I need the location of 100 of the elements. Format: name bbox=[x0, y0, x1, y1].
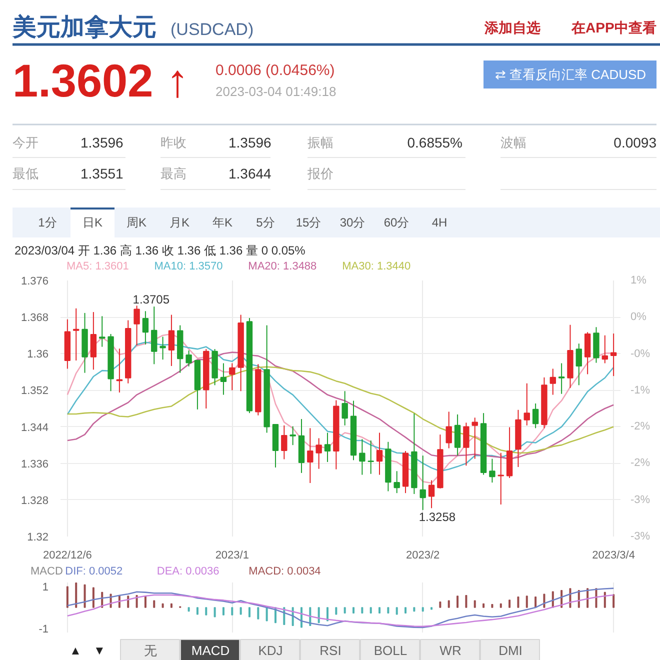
text: MACD: 0.0034 bbox=[248, 566, 321, 578]
text: MA30: 1.3440 bbox=[342, 260, 411, 272]
text: 无 bbox=[144, 643, 157, 658]
line-series bbox=[66, 588, 614, 628]
text: 波幅 bbox=[500, 135, 526, 150]
text: 30分 bbox=[340, 216, 366, 230]
y-tick-label: -1 bbox=[38, 623, 48, 636]
y2-tick-label: 1% bbox=[630, 274, 647, 286]
candlestick bbox=[576, 343, 582, 386]
text: 昨收 bbox=[160, 135, 186, 150]
candlestick bbox=[532, 402, 539, 429]
text: ▼ bbox=[94, 644, 106, 658]
candlestick bbox=[229, 362, 236, 391]
y2-tick-label: -1% bbox=[630, 384, 650, 396]
text: 0.0006 (0.0456%) bbox=[216, 62, 335, 79]
text: 美元加拿大元 bbox=[12, 13, 156, 41]
text: 1.3644 bbox=[228, 166, 272, 182]
candlestick bbox=[73, 308, 80, 361]
text: 1.3596 bbox=[228, 134, 272, 150]
text: 添加自选 bbox=[484, 20, 540, 36]
candlestick bbox=[420, 455, 426, 510]
candlestick bbox=[134, 305, 140, 346]
text: MACD bbox=[191, 643, 230, 658]
y2-tick-label: -2% bbox=[630, 457, 650, 470]
y-tick-label: 1.36 bbox=[27, 348, 49, 361]
candlestick bbox=[446, 411, 452, 449]
text: 月K bbox=[170, 216, 190, 230]
text: (USDCAD) bbox=[170, 20, 254, 39]
text: KDJ bbox=[258, 643, 283, 658]
text: 1.3602 ↑ bbox=[12, 54, 189, 106]
candlestick bbox=[489, 458, 496, 484]
text: 15分 bbox=[296, 216, 322, 230]
candlestick bbox=[368, 440, 374, 474]
candlestick bbox=[454, 414, 461, 456]
text: 5分 bbox=[256, 216, 275, 230]
candlestick bbox=[584, 332, 591, 375]
y-tick-label: 1.336 bbox=[20, 458, 49, 470]
candlestick bbox=[550, 368, 556, 396]
text: DMI bbox=[498, 643, 522, 658]
candlestick bbox=[316, 438, 322, 470]
line-series bbox=[66, 366, 614, 454]
chart-title: 2023/03/04 开 1.36 高 1.36 收 1.36 低 1.36 量 0 0.05% bbox=[14, 244, 306, 258]
candlestick bbox=[168, 314, 175, 366]
text: 2023-03-04 01:49:18 bbox=[216, 84, 336, 99]
candlestick bbox=[376, 432, 383, 476]
x-tick-label: 2022/12/6 bbox=[42, 550, 92, 562]
candlestick bbox=[151, 306, 158, 365]
text: 最高 bbox=[160, 166, 186, 181]
series-label: DEA: 0.0036 bbox=[156, 566, 220, 578]
text: 1分 bbox=[38, 216, 57, 230]
annotation: 1.3705 bbox=[132, 292, 170, 307]
annotation: 1.3258 bbox=[418, 510, 456, 524]
text: 60分 bbox=[384, 216, 410, 230]
series-label: DIF: 0.0052 bbox=[65, 566, 123, 578]
chart-title: MACD bbox=[30, 566, 63, 578]
x-tick-label: 2023/1 bbox=[215, 550, 249, 562]
text: ▲ bbox=[70, 644, 82, 658]
text: 0.6855% bbox=[407, 134, 463, 150]
text: 0.0093 bbox=[614, 134, 657, 150]
candlestick bbox=[290, 426, 296, 446]
candlestick bbox=[428, 480, 435, 509]
candlestick bbox=[394, 470, 400, 494]
line-series bbox=[66, 352, 614, 460]
candlestick bbox=[99, 316, 106, 348]
candlestick bbox=[307, 428, 314, 484]
candlestick bbox=[324, 432, 331, 462]
text: 在APP中查看 bbox=[570, 20, 656, 36]
y-tick-label: 1.328 bbox=[20, 494, 49, 507]
text: 4H bbox=[432, 216, 448, 230]
text: 1.3551 bbox=[80, 166, 124, 182]
candlestick bbox=[463, 422, 470, 466]
x-tick-label: 2023/3/4 bbox=[592, 550, 635, 562]
text: 报价 bbox=[306, 166, 334, 181]
candlestick bbox=[116, 348, 123, 393]
y-tick-label: 1.352 bbox=[20, 385, 49, 398]
text: 振幅 bbox=[308, 135, 334, 150]
y-tick-label: 1.368 bbox=[20, 312, 49, 324]
candlestick bbox=[220, 362, 227, 396]
text: 周K bbox=[126, 216, 147, 230]
candlestick bbox=[186, 350, 192, 367]
y2-tick-label: -2% bbox=[630, 420, 650, 433]
y2-tick-label: 0% bbox=[630, 311, 647, 324]
y2-tick-label: -3% bbox=[630, 530, 650, 542]
candlestick bbox=[142, 310, 149, 345]
text: 今开 bbox=[12, 135, 38, 150]
text: 1.3596 bbox=[80, 134, 124, 150]
line-series bbox=[66, 594, 614, 628]
candlestick bbox=[472, 417, 478, 460]
y-tick-label: 1.376 bbox=[20, 276, 49, 288]
text: BOLL bbox=[374, 643, 408, 658]
candlestick bbox=[90, 312, 97, 370]
text: RSI bbox=[320, 643, 342, 658]
candlestick bbox=[281, 424, 288, 460]
candlestick bbox=[342, 390, 348, 426]
candlestick bbox=[359, 438, 366, 476]
y2-tick-label: -3% bbox=[630, 494, 650, 506]
text: 日K bbox=[82, 216, 103, 230]
text: MA5: 1.3601 bbox=[66, 260, 129, 272]
candlestick bbox=[524, 382, 530, 426]
text: ⇄ 查看反向汇率 CADUSD bbox=[494, 67, 646, 82]
